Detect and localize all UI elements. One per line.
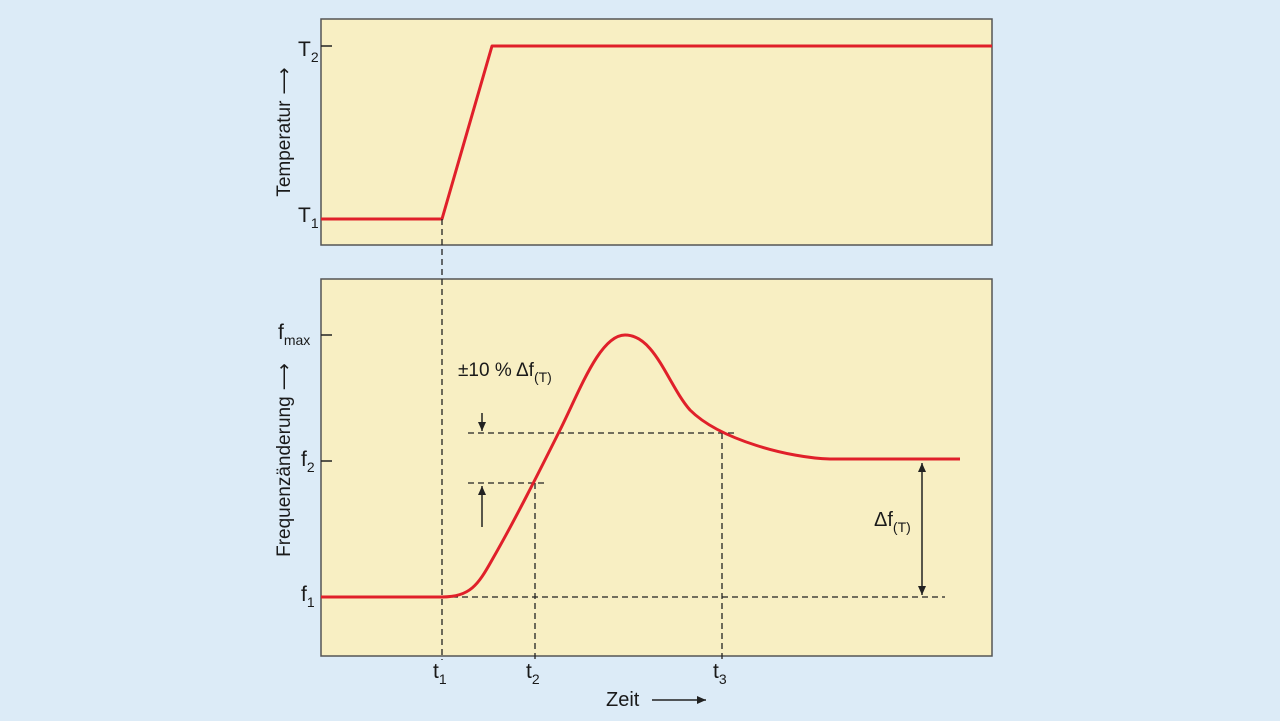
tick-label-f1: f1: [301, 583, 315, 610]
frequency-curve: [321, 333, 960, 599]
frequency-axis-label: Frequenzänderung⟶: [274, 363, 295, 557]
temperature-panel: [320, 18, 993, 246]
tolerance-label: ±10 % Δf(T): [458, 360, 552, 385]
tick-label-t3: t3: [713, 660, 727, 687]
tick-label-T1: T1: [298, 204, 319, 231]
temperature-curve: [321, 44, 992, 221]
tick-label-fmax: fmax: [278, 321, 310, 348]
tick-label-f2: f2: [301, 448, 315, 475]
tick-label-T2: T2: [298, 38, 319, 65]
frequency-panel: [320, 278, 993, 657]
tick-label-t1: t1: [433, 660, 447, 687]
tick-label-t2: t2: [526, 660, 540, 687]
time-axis-label: Zeit: [606, 689, 640, 711]
temperature-axis-label: Temperatur⟶: [274, 67, 295, 196]
delta-label: Δf(T): [874, 509, 911, 535]
